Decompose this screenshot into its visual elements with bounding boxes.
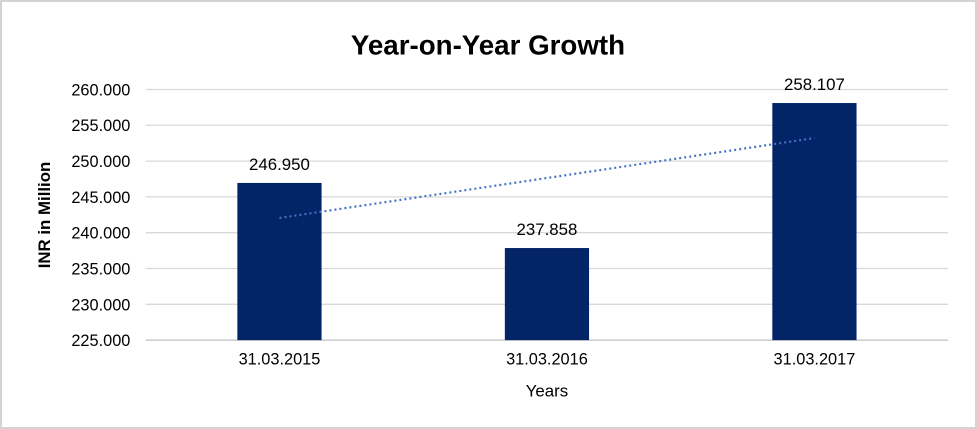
y-axis-title: INR in Million — [35, 162, 54, 269]
x-tick-label-0: 31.03.2015 — [239, 351, 321, 369]
chart-title: Year-on-Year Growth — [351, 30, 625, 61]
bar-1 — [504, 248, 590, 341]
y-tick-label-7: 260.000 — [71, 81, 130, 99]
x-tick-label-1: 31.03.2016 — [506, 351, 588, 369]
bar-value-label-2: 258.107 — [784, 75, 845, 94]
bar-value-label-1: 237.858 — [517, 220, 578, 239]
y-tick-label-1: 230.000 — [71, 296, 130, 314]
x-axis-title: Years — [526, 381, 568, 400]
bar-0 — [237, 182, 322, 341]
bar-series — [237, 103, 857, 341]
y-tick-label-5: 250.000 — [71, 153, 130, 171]
trendline — [279, 136, 815, 220]
bar-2 — [772, 103, 857, 341]
x-tick-label-2: 31.03.2017 — [774, 351, 856, 369]
trendline-line — [279, 136, 815, 220]
y-tick-label-4: 245.000 — [71, 189, 130, 207]
y-tick-label-3: 240.000 — [71, 225, 130, 243]
y-axis-tick-labels: 225.000 230.000 235.000 240.000 245.000 250.0… — [71, 81, 130, 350]
bar-value-label-0: 246.950 — [249, 155, 310, 174]
bar-value-labels: 246.950 237.858 258.107 — [249, 75, 845, 239]
y-tick-label-6: 255.000 — [71, 117, 130, 135]
x-axis-tick-labels: 31.03.2015 31.03.2016 31.03.2017 — [239, 351, 856, 369]
y-tick-label-2: 235.000 — [71, 260, 130, 278]
y-tick-label-0: 225.000 — [71, 332, 130, 350]
